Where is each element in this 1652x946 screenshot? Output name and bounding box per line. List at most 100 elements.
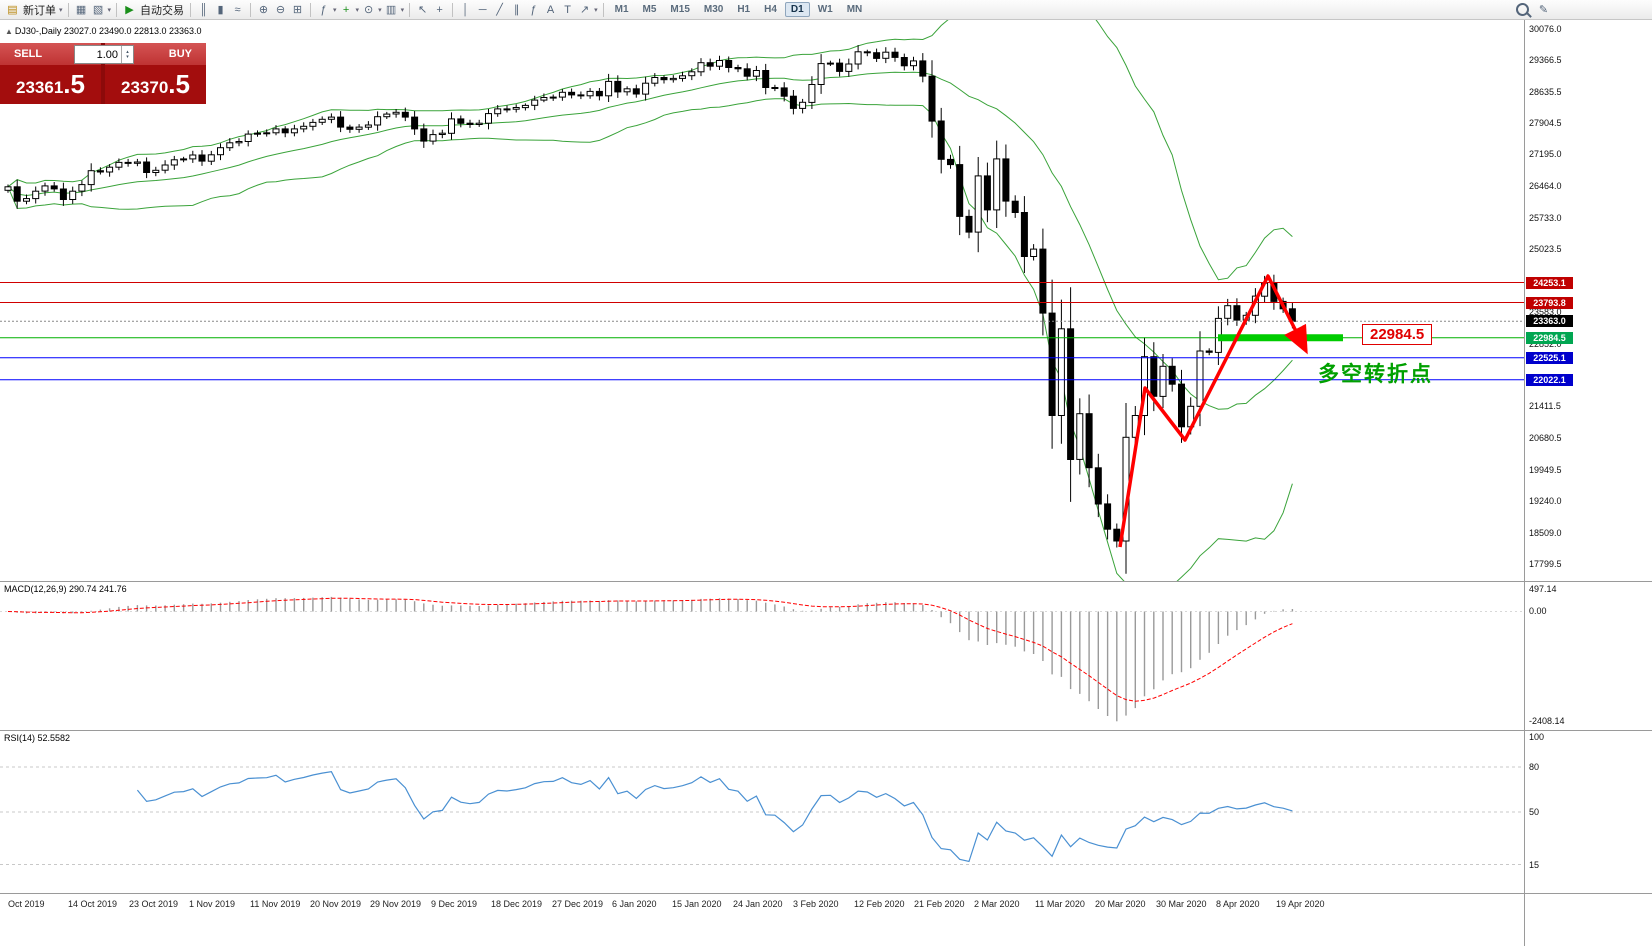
new-chart-caret-icon[interactable]: ▾ [355, 6, 360, 14]
price-level-label[interactable]: 24253.1 [1526, 277, 1573, 289]
new-chart-icon[interactable]: + [342, 3, 350, 16]
price-level-label[interactable]: 22984.5 [1526, 332, 1573, 344]
new-order-caret-icon[interactable]: ▾ [59, 6, 63, 14]
new-order-icon[interactable]: ▤ [7, 3, 18, 16]
profiles-caret-icon[interactable]: ▾ [107, 6, 112, 14]
price-tick: 18509.0 [1529, 528, 1562, 538]
timeframe-group: M1 M5 M15 M30 H1 H4 D1 W1 MN [608, 2, 870, 17]
macd-tick: 0.00 [1529, 606, 1547, 616]
label-tool-icon[interactable]: T [564, 3, 571, 16]
channel-icon[interactable]: ∥ [513, 3, 520, 16]
templates-icon[interactable]: ▥ [385, 3, 397, 16]
price-tick: 27195.0 [1529, 149, 1562, 159]
toolbar-separator [310, 2, 312, 17]
toolbar-separator [409, 2, 411, 17]
templates-caret-icon[interactable]: ▾ [400, 6, 405, 14]
cursor-icon[interactable]: ↖ [417, 3, 428, 16]
panel-separator[interactable] [0, 581, 1652, 582]
timeframe-m15[interactable]: M15 [670, 4, 690, 15]
price-level-label[interactable]: 22022.1 [1526, 374, 1573, 386]
price-level-label[interactable]: 23793.8 [1526, 297, 1573, 309]
date-label: 29 Nov 2019 [370, 899, 422, 909]
vertical-line-icon[interactable]: │ [462, 3, 470, 16]
arrows-tool-icon[interactable]: ↗ [579, 3, 590, 16]
panel-separator[interactable] [0, 730, 1652, 731]
charts-window-icon[interactable]: ▦ [75, 3, 87, 16]
timeframe-h1[interactable]: H1 [737, 4, 751, 15]
stepper-down-icon[interactable]: ▾ [126, 53, 129, 60]
timeframe-mn[interactable]: MN [846, 4, 863, 15]
date-label: 20 Mar 2020 [1095, 899, 1146, 909]
price-axis[interactable]: 30076.0 29366.5 28635.5 27904.5 27195.0 26464… [1524, 20, 1652, 946]
arrows-caret-icon[interactable]: ▾ [594, 6, 598, 14]
price-chart[interactable] [0, 20, 1524, 581]
date-label: 11 Nov 2019 [250, 899, 301, 909]
line-chart-icon[interactable]: ≈ [234, 3, 241, 16]
rsi-tick: 15 [1529, 860, 1540, 870]
timeframe-h4[interactable]: H4 [764, 4, 777, 15]
zoom-in-icon[interactable]: ⊕ [258, 3, 269, 16]
volume-stepper[interactable]: ▴ ▾ [121, 46, 133, 63]
date-label: 11 Mar 2020 [1035, 899, 1085, 909]
one-click-trade-panel: SELL 23361.5 BUY 23370.5 1.00 ▴ ▾ [0, 43, 206, 104]
date-label: 19 Apr 2020 [1276, 899, 1325, 909]
toolbar: ▤ 新订单 ▾ ▦ ▧ ▾ ▶ 自动交易 ║ ▮ ≈ ⊕ ⊖ ⊞ ƒ ▾ + ▾… [0, 0, 1652, 20]
horizontal-line-icon[interactable]: ─ [478, 3, 487, 16]
turning-point-text[interactable]: 多空转折点 [1318, 363, 1433, 386]
toolbar-separator [250, 2, 252, 17]
symbol-ohlc-line: ▲ DJ30-,Daily 23027.0 23490.0 22813.0 233… [5, 26, 202, 36]
autotrade-icon[interactable]: ▶ [125, 3, 134, 16]
toolbar-separator [190, 2, 192, 17]
pencil-icon[interactable]: ✎ [1538, 3, 1549, 16]
price-level-label[interactable]: 23363.0 [1526, 315, 1573, 327]
date-label: 15 Jan 2020 [672, 899, 722, 909]
price-tick: 19949.5 [1529, 465, 1562, 475]
timeframe-m30[interactable]: M30 [703, 4, 724, 15]
macd-tick: -2408.14 [1529, 716, 1565, 726]
timeframe-m1[interactable]: M1 [614, 4, 629, 15]
timeframe-m5[interactable]: M5 [642, 4, 657, 15]
new-order-button[interactable]: 新订单 [23, 4, 56, 17]
date-label: 1 Nov 2019 [189, 899, 236, 909]
text-tool-icon[interactable]: A [546, 3, 555, 16]
buy-price: 23370.5 [105, 65, 206, 104]
macd-panel[interactable] [0, 582, 1524, 730]
search-magnifier-icon[interactable] [1516, 3, 1529, 16]
zoom-out-icon[interactable]: ⊖ [275, 3, 286, 16]
price-level-label[interactable]: 22525.1 [1526, 352, 1573, 364]
crosshair-icon[interactable]: + [436, 3, 443, 16]
tile-windows-icon[interactable]: ⊞ [292, 3, 303, 16]
fibonacci-icon[interactable]: ƒ [530, 3, 537, 16]
stepper-up-icon[interactable]: ▴ [126, 48, 129, 55]
date-label: 18 Dec 2019 [491, 899, 543, 909]
time-axis[interactable]: Oct 2019 14 Oct 2019 23 Oct 2019 1 Nov 2019… [0, 894, 1524, 946]
toolbar-separator [452, 2, 454, 17]
volume-input[interactable]: 1.00 ▴ ▾ [74, 45, 134, 64]
rsi-panel[interactable] [0, 731, 1524, 893]
price-tick: 26464.0 [1529, 181, 1562, 191]
price-annotation-box[interactable]: 22984.5 [1362, 324, 1433, 345]
period-caret-icon[interactable]: ▾ [378, 6, 382, 14]
panel-separator [0, 893, 1652, 894]
timeframe-d1[interactable]: D1 [784, 2, 810, 17]
profiles-icon[interactable]: ▧ [92, 3, 104, 16]
date-label: 2 Mar 2020 [974, 899, 1020, 909]
price-tick: 30076.0 [1529, 24, 1562, 34]
candlestick-icon[interactable]: ▮ [217, 3, 224, 16]
indicators-icon[interactable]: ƒ [320, 3, 327, 16]
period-clock-icon[interactable]: ⊙ [363, 3, 374, 16]
price-tick: 21411.5 [1529, 401, 1561, 411]
date-label: 30 Mar 2020 [1156, 899, 1207, 909]
date-label: 3 Feb 2020 [793, 899, 839, 909]
price-tick: 23583.0 [1529, 307, 1562, 317]
timeframe-w1[interactable]: W1 [817, 4, 833, 15]
indicators-caret-icon[interactable]: ▾ [333, 6, 337, 14]
bar-chart-icon[interactable]: ║ [199, 3, 208, 16]
date-label: 20 Nov 2019 [310, 899, 362, 909]
trendline-icon[interactable]: ╱ [496, 3, 503, 16]
autotrade-button[interactable]: 自动交易 [140, 4, 185, 17]
date-label: Oct 2019 [8, 899, 45, 909]
price-tick: 17799.5 [1529, 559, 1562, 569]
rsi-tick: 100 [1529, 732, 1545, 742]
